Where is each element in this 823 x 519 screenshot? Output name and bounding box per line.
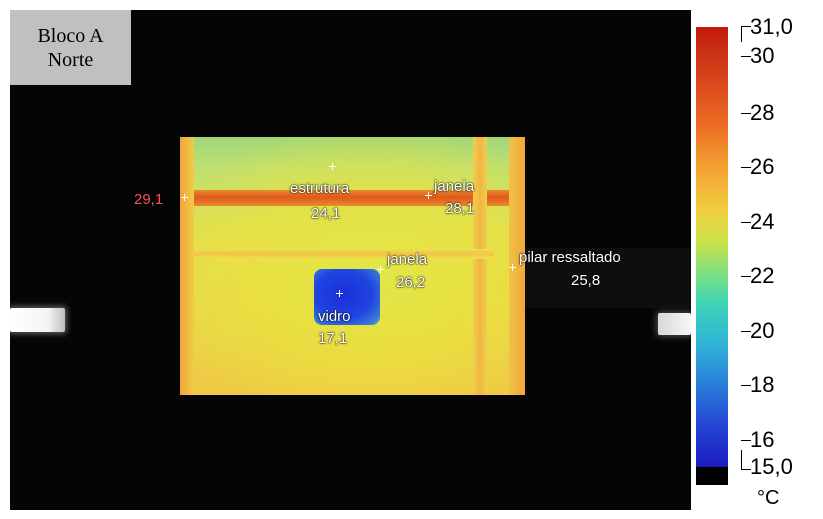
- scale-min-label: 15,0: [750, 454, 793, 479]
- lit-window-left: [10, 308, 65, 332]
- vidro-temperature: 17,1: [318, 330, 348, 347]
- janela-top-temperature: 28,1: [445, 200, 475, 217]
- badge-line-1: Bloco A: [37, 25, 104, 47]
- unit-label: °C: [757, 487, 780, 509]
- janela-mid-temperature: 26,2: [396, 274, 426, 291]
- colorbar-overrange: [696, 10, 728, 27]
- tick: [741, 276, 751, 277]
- tick-max: [741, 26, 751, 27]
- colorbar-gradient: [696, 27, 728, 467]
- tick: [741, 222, 751, 223]
- spot-marker-janela-top: [425, 192, 432, 199]
- tick-label: 24: [750, 209, 775, 234]
- tick-label: 22: [750, 263, 775, 288]
- tick: [741, 385, 751, 386]
- tick: [741, 440, 751, 441]
- tick: [741, 56, 751, 57]
- facade-wall-region: [180, 137, 525, 395]
- tick-label: 26: [750, 154, 775, 179]
- spot-marker-janela-mid: [377, 266, 384, 273]
- spot-marker-edge: [181, 194, 188, 201]
- edge-temperature: 29,1: [134, 191, 164, 208]
- distant-facade: [520, 248, 691, 308]
- tick: [741, 113, 751, 114]
- tick: [741, 331, 751, 332]
- tick-label: 16: [750, 427, 775, 452]
- window-frame-horizontal: [194, 249, 494, 259]
- janela-top-label: janela: [434, 178, 475, 195]
- left-column: [180, 137, 194, 395]
- estrutura-label: estrutura: [290, 180, 350, 197]
- tick-label: 18: [750, 372, 775, 397]
- temperature-scale: 31,0 30 28 26 24 22 20 18 16 15,0: [733, 10, 823, 519]
- vidro-label: vidro: [318, 308, 351, 325]
- tick-label: 28: [750, 100, 775, 125]
- tick: [741, 167, 751, 168]
- thermal-image: 29,1 estrutura 24,1 janela 28,1 janela 2…: [10, 10, 691, 510]
- location-badge: Bloco A Norte: [10, 10, 131, 85]
- lit-window-right: [658, 313, 691, 335]
- spot-marker-estrutura: [329, 163, 336, 170]
- scale-max-label: 31,0: [750, 14, 793, 39]
- window-frame-vertical: [473, 137, 487, 395]
- spot-marker-pilar: [509, 264, 516, 271]
- scale-bracket-bottom: [741, 450, 742, 469]
- glass-pane: [314, 269, 380, 325]
- tick-label: 30: [750, 43, 775, 68]
- tick-min: [741, 469, 751, 470]
- spot-marker-vidro: [336, 290, 343, 297]
- tick-label: 20: [750, 318, 775, 343]
- janela-mid-label: janela: [387, 251, 428, 268]
- badge-line-2: Norte: [47, 49, 94, 71]
- colorbar-underrange: [696, 467, 728, 485]
- right-column: [509, 137, 525, 395]
- structure-beam: [180, 190, 525, 206]
- pilar-label: pilar ressaltado: [519, 249, 621, 266]
- temperature-colorbar: [696, 10, 728, 485]
- scale-bracket-top: [741, 26, 742, 42]
- estrutura-temperature: 24,1: [311, 205, 341, 222]
- pilar-temperature: 25,8: [571, 272, 601, 289]
